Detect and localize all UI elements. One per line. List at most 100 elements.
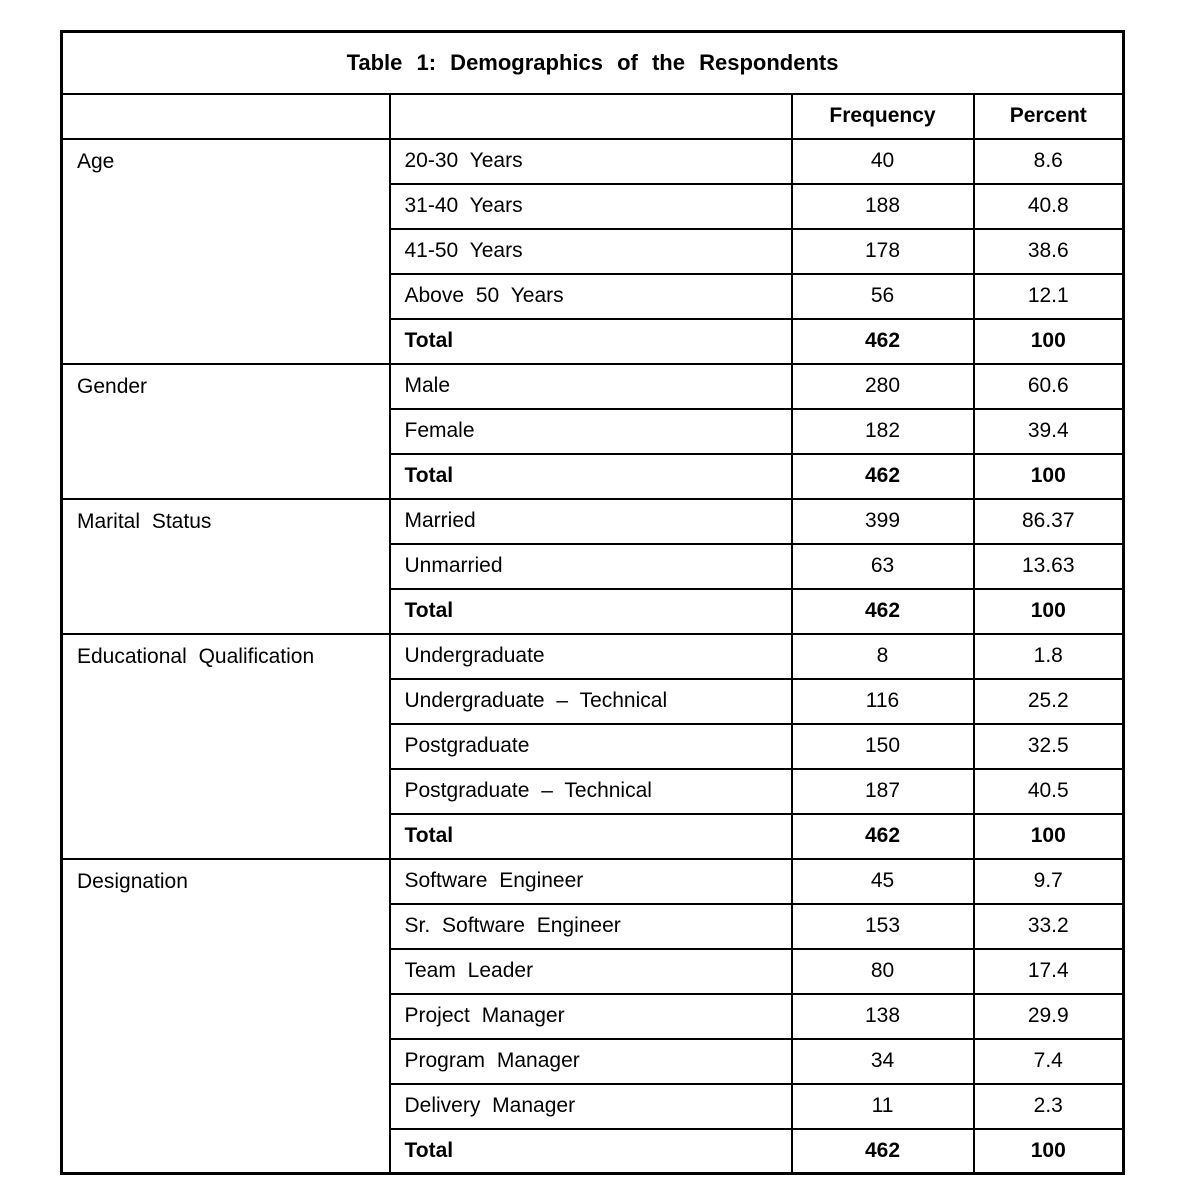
frequency-cell: 63 [790, 542, 975, 590]
percent-cell: 9.7 [972, 857, 1125, 905]
percent-cell: 7.4 [972, 1037, 1125, 1085]
total-row: Total 462 100 [62, 812, 1125, 860]
frequency-cell: 462 [790, 812, 975, 860]
total-row: Total 462 100 [62, 587, 1125, 635]
frequency-cell: 11 [790, 1082, 975, 1130]
table-row: Team Leader 80 17.4 [62, 947, 1125, 995]
frequency-cell: 45 [790, 857, 975, 905]
frequency-cell: 150 [790, 722, 975, 770]
frequency-cell: 138 [790, 992, 975, 1040]
percent-cell: 12.1 [972, 272, 1125, 320]
percent-cell: 40.5 [972, 767, 1125, 815]
label-cell: Delivery Manager [388, 1082, 793, 1130]
percent-cell: 29.9 [972, 992, 1125, 1040]
percent-cell: 8.6 [972, 137, 1125, 185]
percent-cell: 2.3 [972, 1082, 1125, 1130]
frequency-cell: 187 [790, 767, 975, 815]
frequency-cell: 188 [790, 182, 975, 230]
frequency-cell: 34 [790, 1037, 975, 1085]
percent-cell: 1.8 [972, 632, 1125, 680]
frequency-cell: 462 [790, 452, 975, 500]
label-cell: Program Manager [388, 1037, 793, 1085]
table-row: Postgraduate 150 32.5 [62, 722, 1125, 770]
frequency-cell: 399 [790, 497, 975, 545]
category-cell: Marital Status [60, 497, 391, 635]
header-frequency: Frequency [790, 92, 975, 140]
label-cell: Unmarried [388, 542, 793, 590]
frequency-cell: 56 [790, 272, 975, 320]
label-cell: Software Engineer [388, 857, 793, 905]
frequency-cell: 462 [790, 587, 975, 635]
frequency-cell: 462 [790, 1127, 975, 1175]
category-cell: Age [60, 137, 391, 365]
category-cell: Educational Qualification [60, 632, 391, 860]
category-cell: Designation [60, 857, 391, 1175]
frequency-cell: 280 [790, 362, 975, 410]
label-cell: Project Manager [388, 992, 793, 1040]
percent-cell: 100 [972, 1127, 1125, 1175]
label-cell: 41-50 Years [388, 227, 793, 275]
frequency-cell: 182 [790, 407, 975, 455]
table-row: Undergraduate – Technical 116 25.2 [62, 677, 1125, 725]
table-row: Project Manager 138 29.9 [62, 992, 1125, 1040]
header-label-empty-cell [388, 92, 793, 140]
percent-cell: 33.2 [972, 902, 1125, 950]
label-cell: Total [388, 812, 793, 860]
header-percent: Percent [972, 92, 1125, 140]
label-cell: 31-40 Years [388, 182, 793, 230]
label-cell: Team Leader [388, 947, 793, 995]
frequency-cell: 8 [790, 632, 975, 680]
table-row: 41-50 Years 178 38.6 [62, 227, 1125, 275]
table-body: Age 20-30 Years 40 8.6 31-40 Years 188 40.8 41-… [60, 137, 1125, 1175]
table-row: Delivery Manager 11 2.3 [62, 1082, 1125, 1130]
demographics-table: Table 1: Demographics of the Respondents… [60, 30, 1126, 1175]
label-cell: Postgraduate [388, 722, 793, 770]
percent-cell: 25.2 [972, 677, 1125, 725]
percent-cell: 100 [972, 812, 1125, 860]
label-cell: Total [388, 452, 793, 500]
percent-cell: 100 [972, 452, 1125, 500]
percent-cell: 38.6 [972, 227, 1125, 275]
percent-cell: 86.37 [972, 497, 1125, 545]
header-category-empty-cell [60, 92, 391, 140]
percent-cell: 100 [972, 317, 1125, 365]
total-row: Total 462 100 [62, 1127, 1125, 1175]
percent-cell: 100 [972, 587, 1125, 635]
table-row: 31-40 Years 188 40.8 [62, 182, 1125, 230]
table-row: Postgraduate – Technical 187 40.5 [62, 767, 1125, 815]
label-cell: Male [388, 362, 793, 410]
table-row: Gender Male 280 60.6 [60, 362, 1125, 500]
frequency-cell: 40 [790, 137, 975, 185]
total-row: Total 462 100 [62, 452, 1125, 500]
label-cell: 20-30 Years [388, 137, 793, 185]
label-cell: Undergraduate – Technical [388, 677, 793, 725]
percent-cell: 40.8 [972, 182, 1125, 230]
frequency-cell: 80 [790, 947, 975, 995]
total-row: Total 462 100 [62, 317, 1125, 365]
percent-cell: 17.4 [972, 947, 1125, 995]
table-row: Marital Status Married 399 86.37 [60, 497, 1125, 635]
table-row: Above 50 Years 56 12.1 [62, 272, 1125, 320]
label-cell: Female [388, 407, 793, 455]
column-header-row: Frequency Percent [60, 92, 1125, 140]
frequency-cell: 116 [790, 677, 975, 725]
frequency-cell: 153 [790, 902, 975, 950]
label-cell: Total [388, 587, 793, 635]
label-cell: Total [388, 317, 793, 365]
label-cell: Total [388, 1127, 793, 1175]
percent-cell: 39.4 [972, 407, 1125, 455]
label-cell: Postgraduate – Technical [388, 767, 793, 815]
category-cell: Gender [60, 362, 391, 500]
table-title: Table 1: Demographics of the Respondents [60, 30, 1125, 95]
label-cell: Above 50 Years [388, 272, 793, 320]
table-row: Sr. Software Engineer 153 33.2 [62, 902, 1125, 950]
frequency-cell: 178 [790, 227, 975, 275]
percent-cell: 60.6 [972, 362, 1125, 410]
title-row: Table 1: Demographics of the Respondents [60, 30, 1125, 95]
table-row: Female 182 39.4 [62, 407, 1125, 455]
table-row: Educational Qualification Undergraduate 8 1… [60, 632, 1125, 860]
percent-cell: 13.63 [972, 542, 1125, 590]
label-cell: Sr. Software Engineer [388, 902, 793, 950]
table-row: Age 20-30 Years 40 8.6 [60, 137, 1125, 365]
